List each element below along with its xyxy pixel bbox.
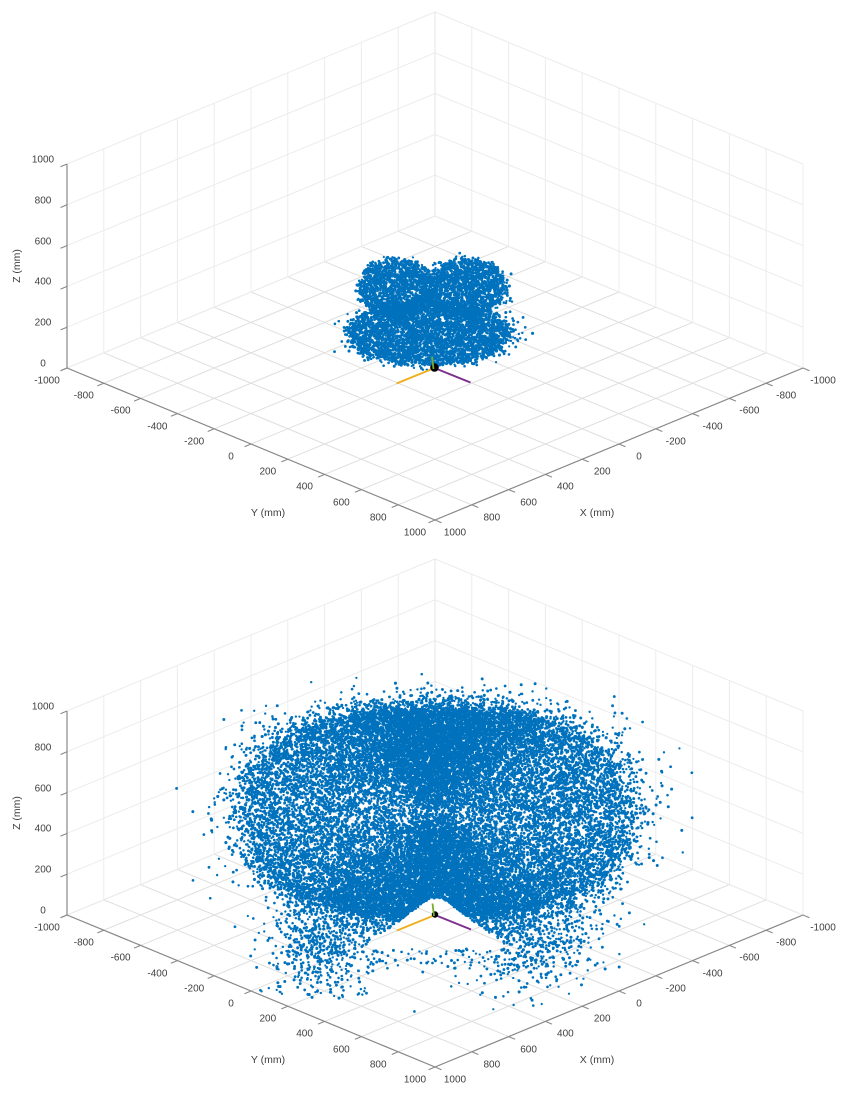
y-tick-label: 0 [228,998,234,1010]
x-tick-label: -200 [665,983,686,995]
x-tick-label: 800 [483,512,501,524]
origin-triad [396,356,471,385]
z-axis-label: Z (mm) [11,796,23,830]
y-tick-label: -1000 [34,922,60,934]
y-tick-label: -800 [73,937,94,949]
x-tick-label: -200 [665,436,686,448]
y-tick-label: -400 [147,421,168,433]
x-tick-label: 200 [593,466,611,478]
z-tick-label: 0 [40,905,46,917]
x-tick-label: 600 [520,1044,537,1056]
plot-workspace-large: -1000 1000 -800 800 -600 600 -400 400 -200 200 0 0 2… [0,554,852,1107]
x-tick-label: 800 [483,1059,501,1071]
x-tick-label: -800 [776,390,797,402]
y-tick-label: 600 [333,1044,350,1056]
y-tick-label: -400 [147,968,168,980]
y-tick-label: -200 [184,436,205,448]
x-tick-label: -1000 [810,922,836,934]
y-tick-label: 1000 [403,1074,427,1086]
x-tick-label: 400 [557,1028,574,1040]
z-tick-label: 0 [40,358,46,370]
x-tick-label: 0 [636,998,642,1010]
y-tick-label: -600 [110,405,131,417]
y-axis-label: Y (mm) [250,1054,286,1066]
z-tick-label: 600 [34,236,52,248]
y-tick-label: -800 [73,390,94,402]
x-tick-label: 200 [593,1013,611,1025]
point-cloud-canvas [0,0,852,554]
y-tick-label: 400 [296,481,313,493]
x-tick-label: 600 [520,497,537,509]
x-tick-label: 400 [557,481,574,493]
x-axis-label: X (mm) [579,1054,615,1066]
y-axis-label: Y (mm) [250,507,286,519]
y-tick-label: -1000 [34,375,60,387]
x-tick-label: 1000 [443,527,467,539]
z-axis-label: Z (mm) [11,249,23,283]
x-tick-label: -400 [702,421,723,433]
y-tick-label: 0 [228,451,234,463]
y-tick-label: 800 [369,1059,387,1071]
y-tick-label: -600 [110,952,131,964]
plot-workspace-small: -1000 1000 -800 800 -600 600 -400 400 -200 200 0 0 2… [0,0,852,554]
z-tick-label: 400 [34,823,52,835]
y-tick-label: 400 [296,1028,313,1040]
y-tick-label: 200 [259,1013,277,1025]
x-axis-label: X (mm) [579,507,615,519]
x-tick-label: 0 [636,451,642,463]
z-tick-label: 1000 [31,701,55,713]
x-tick-label: -400 [702,968,723,980]
x-tick-label: -600 [739,952,760,964]
z-tick-label: 400 [34,276,52,288]
x-tick-label: -600 [739,405,760,417]
z-tick-label: 200 [34,864,52,876]
y-tick-label: 600 [333,497,350,509]
z-tick-label: 600 [34,783,52,795]
y-tick-label: 800 [369,512,387,524]
y-tick-label: 1000 [403,527,427,539]
x-tick-label: -1000 [810,375,836,387]
z-tick-label: 800 [34,195,52,207]
x-tick-label: -800 [776,937,797,949]
z-tick-label: 1000 [31,154,55,166]
origin-triad [0,554,852,1107]
z-tick-label: 200 [34,317,52,329]
y-tick-label: -200 [184,983,205,995]
y-tick-label: 200 [259,466,277,478]
x-tick-label: 1000 [443,1074,467,1086]
point-cloud-canvas [0,554,852,1107]
z-tick-label: 800 [34,742,52,754]
